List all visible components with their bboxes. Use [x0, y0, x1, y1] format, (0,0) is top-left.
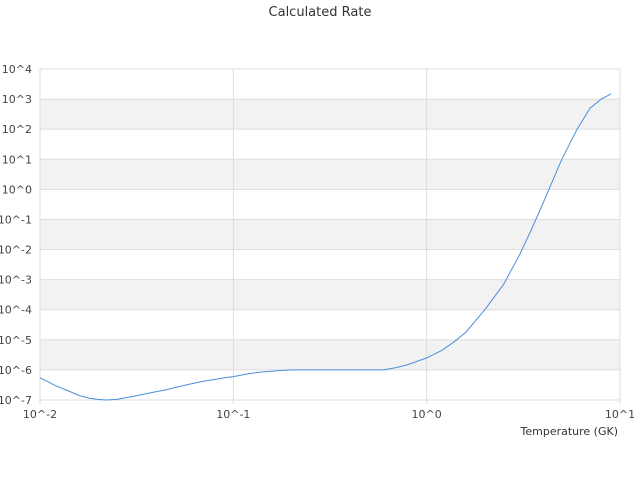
grid-band [40, 309, 620, 340]
x-tick-label: 10^-2 [23, 408, 57, 421]
grid-band [40, 339, 620, 370]
y-tick-labels: 10^-7 10^-6 10^-5 10^-4 10^-3 10^-2 10^-1 10^0 1… [0, 63, 32, 407]
x-tick-labels: 10^-2 10^-1 10^0 10^1 [23, 408, 635, 421]
grid-band [40, 99, 620, 130]
y-tick-label: 10^-3 [0, 274, 32, 287]
grid-band [40, 249, 620, 280]
grid-band [40, 69, 620, 100]
y-tick-label: 10^-1 [0, 213, 32, 226]
grid-bands [40, 69, 620, 400]
x-axis-label: Temperature (GK) [520, 425, 619, 438]
y-tick-label: 10^4 [2, 63, 32, 76]
y-tick-label: 10^-5 [0, 334, 32, 347]
series-group [39, 93, 612, 401]
y-tick-label: 10^1 [2, 153, 32, 166]
grid-band [40, 369, 620, 400]
grid-band [40, 159, 620, 190]
chart-title: Calculated Rate [269, 5, 372, 20]
y-tick-label: 10^2 [2, 123, 32, 136]
x-tick-label: 10^0 [412, 408, 442, 421]
x-tick-label: 10^-1 [216, 408, 250, 421]
grid-band [40, 189, 620, 220]
y-tick-label: 10^-7 [0, 394, 32, 407]
grid-band [40, 129, 620, 160]
y-tick-label: 10^-4 [0, 304, 32, 317]
y-tick-label: 10^-2 [0, 244, 32, 257]
grid-lines [39, 68, 621, 404]
y-tick-label: 10^-6 [0, 364, 32, 377]
grid-band [40, 279, 620, 310]
series-line [39, 93, 612, 401]
grid-band [40, 219, 620, 250]
y-tick-label: 10^3 [2, 93, 32, 106]
x-tick-label: 10^1 [605, 408, 635, 421]
y-tick-label: 10^0 [2, 183, 32, 196]
